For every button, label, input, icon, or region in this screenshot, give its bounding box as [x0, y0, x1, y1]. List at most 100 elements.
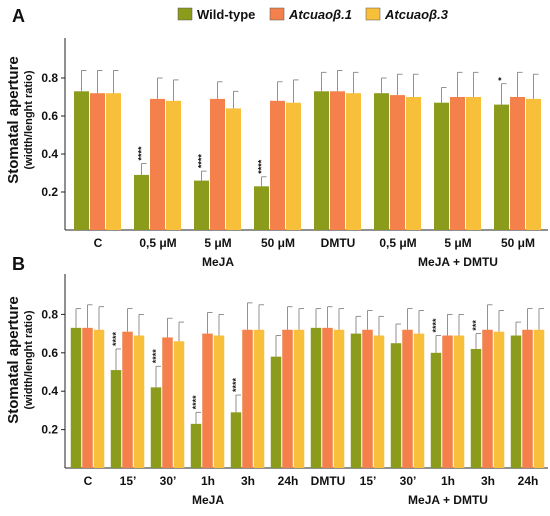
panel-a-chart: A Stomatal aperture (width/lenght ratio) 0.… [5, 6, 548, 269]
bar [286, 102, 301, 230]
group-label: MeJA + DMTU [408, 493, 488, 507]
bar [510, 335, 522, 468]
bar [150, 387, 162, 468]
bar [434, 102, 449, 230]
bar [330, 91, 345, 230]
significance-label: **** [431, 318, 441, 333]
bar [70, 327, 82, 468]
group-label: MeJA [192, 493, 224, 507]
bar [242, 329, 253, 468]
bar [533, 329, 545, 468]
x-tick-label: DMTU [321, 236, 356, 250]
bar [470, 348, 482, 468]
significance-label: **** [151, 349, 161, 364]
bar [373, 335, 385, 468]
legend-label-1: Atcuaoβ.1 [288, 7, 352, 22]
significance-label: *** [471, 320, 481, 331]
significance-label: **** [137, 146, 147, 161]
significance-label: **** [257, 159, 267, 174]
bar [270, 356, 282, 468]
bar [374, 93, 389, 230]
x-tick-label: 5 μM [444, 236, 471, 250]
x-tick-label: 3h [481, 474, 495, 488]
legend: Wild-type Atcuaoβ.1 Atcuaoβ.3 [177, 7, 449, 22]
legend-swatch-1 [269, 7, 285, 21]
x-tick-label: 30’ [160, 474, 177, 488]
bar [522, 329, 533, 468]
bar [82, 327, 93, 468]
legend-swatch-0 [177, 7, 193, 21]
bar [466, 97, 481, 230]
x-tick-label: 24h [278, 474, 299, 488]
bar [333, 329, 345, 468]
bar [226, 108, 241, 230]
bar [493, 331, 505, 468]
legend-label-2: Atcuaoβ.3 [384, 7, 449, 22]
bar [442, 335, 453, 468]
x-tick-label: 15’ [120, 474, 137, 488]
bar [110, 370, 122, 468]
x-tick-label: 50 μM [261, 236, 295, 250]
bar [213, 335, 225, 468]
bar [133, 335, 145, 468]
y-tick-label: 0.8 [41, 71, 58, 85]
x-tick-label: 30’ [400, 474, 417, 488]
bar [350, 333, 362, 468]
bar [90, 93, 105, 230]
bar [162, 337, 173, 468]
significance-label: **** [231, 378, 241, 393]
bar [166, 100, 181, 230]
significance-label: * [497, 77, 507, 81]
y-axis-subtitle: (width/lenght ratio) [23, 310, 35, 409]
bar [230, 412, 242, 468]
legend-swatch-2 [365, 7, 381, 21]
bar [494, 104, 509, 230]
x-tick-label: C [84, 474, 93, 488]
bar [362, 329, 373, 468]
group-label: MeJA + DMTU [418, 255, 498, 269]
x-tick-label: 0,5 μM [139, 236, 176, 250]
y-tick-label: 0.8 [41, 307, 58, 321]
y-tick-label: 0.4 [41, 147, 58, 161]
x-tick-label: 1h [201, 474, 215, 488]
bar [346, 93, 361, 230]
x-tick-label: 15’ [360, 474, 377, 488]
bar [430, 352, 442, 468]
panel-b-chart: B Stomatal aperture (width/lenght ratio) 0.… [5, 254, 548, 507]
bar [413, 333, 425, 468]
bar [450, 97, 465, 230]
x-tick-label: DMTU [311, 474, 346, 488]
bar [210, 98, 225, 231]
y-axis-title: Stomatal aperture [5, 56, 22, 184]
group-label: MeJA [202, 255, 234, 269]
x-tick-label: 5 μM [204, 236, 231, 250]
y-axis-subtitle: (width/lenght ratio) [23, 70, 35, 169]
bar [406, 97, 421, 230]
bar [106, 93, 121, 230]
panel-label: A [12, 6, 25, 26]
bar [314, 91, 329, 230]
bar [173, 341, 185, 468]
bar [322, 327, 333, 468]
x-tick-label: 3h [241, 474, 255, 488]
bar [122, 331, 133, 468]
bar [253, 329, 265, 468]
y-tick-label: 0.6 [41, 109, 58, 123]
bar [526, 98, 541, 231]
bar [190, 423, 202, 468]
x-tick-label: 0,5 μM [379, 236, 416, 250]
x-tick-label: 50 μM [501, 236, 535, 250]
y-axis-title: Stomatal aperture [5, 296, 22, 424]
bar [390, 95, 405, 230]
bar [510, 97, 525, 230]
bar [453, 335, 465, 468]
bar [93, 329, 105, 468]
bar [74, 91, 89, 230]
significance-label: **** [197, 154, 207, 169]
legend-label-0: Wild-type [197, 7, 255, 22]
y-tick-label: 0.2 [41, 185, 58, 199]
significance-label: **** [111, 331, 121, 346]
bar [390, 343, 402, 468]
bar [254, 186, 269, 230]
